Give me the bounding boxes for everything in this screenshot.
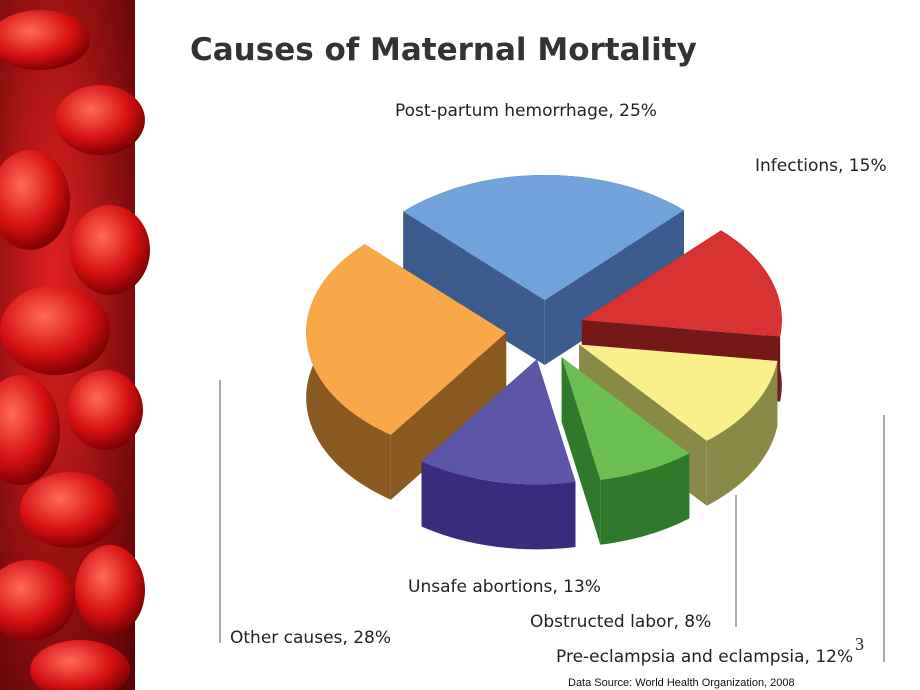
slice-top <box>403 175 684 301</box>
slice-label: Unsafe abortions, 13% <box>408 577 601 597</box>
pie-slice <box>306 244 507 500</box>
slice-top <box>561 357 690 480</box>
slide-number: 3 <box>855 634 864 654</box>
pie-slice <box>561 357 690 545</box>
pie <box>306 175 782 550</box>
slice-wall <box>706 361 778 506</box>
slice-top <box>579 344 778 441</box>
slice-label: Pre-eclampsia and eclampsia, 12% <box>556 647 853 667</box>
slice-top <box>306 244 507 435</box>
slice-side <box>561 357 601 545</box>
slice-label: Obstructed labor, 8% <box>530 612 711 632</box>
slice-wall <box>600 453 690 545</box>
pie-slice <box>403 175 684 366</box>
slice-wall <box>421 461 576 550</box>
slice-label: Infections, 15% <box>755 156 887 176</box>
slice-label: Other causes, 28% <box>230 628 391 648</box>
source-note: Data Source: World Health Organization, … <box>568 677 795 689</box>
slice-top <box>581 230 782 337</box>
sidebar-image <box>0 0 150 690</box>
labels: Post-partum hemorrhage, 25% Infections, 1… <box>219 101 887 667</box>
pie-slice <box>421 359 576 550</box>
chart-title: Causes of Maternal Mortality <box>190 32 697 68</box>
slice-top <box>421 359 576 485</box>
slice-label: Post-partum hemorrhage, 25% <box>395 101 657 121</box>
